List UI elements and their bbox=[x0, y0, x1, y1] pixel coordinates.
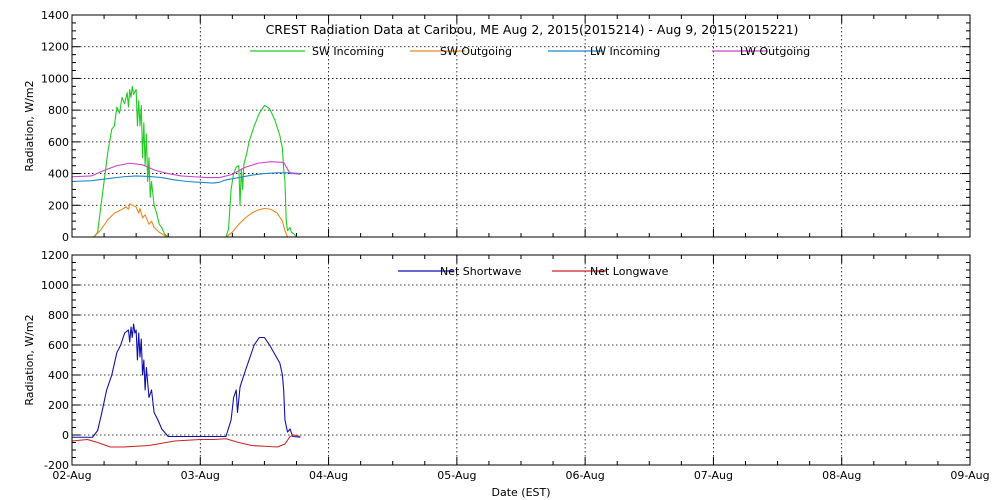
plot-frame bbox=[71, 254, 971, 466]
y-axis-label: Radiation, W/m2 bbox=[23, 80, 36, 171]
y-tick-label: 0 bbox=[62, 429, 69, 442]
y-tick-label: 600 bbox=[48, 136, 69, 149]
legend-label-net-shortwave: Net Shortwave bbox=[440, 265, 522, 278]
x-tick-label: 08-Aug bbox=[822, 469, 861, 482]
y-tick-label: 1200 bbox=[41, 41, 69, 54]
legend-label-lw-incoming: LW Incoming bbox=[590, 45, 660, 58]
y-tick-label: 1000 bbox=[41, 72, 69, 85]
y-tick-label: 1000 bbox=[41, 279, 69, 292]
legend-label-sw-incoming: SW Incoming bbox=[312, 45, 384, 58]
x-axis-label: Date (EST) bbox=[491, 486, 550, 499]
series-line-net-longwave bbox=[71, 434, 301, 448]
series-line-sw-outgoing bbox=[72, 203, 297, 238]
y-tick-label: -200 bbox=[44, 459, 69, 472]
x-tick-label: 06-Aug bbox=[566, 469, 605, 482]
y-tick-label: 200 bbox=[48, 199, 69, 212]
y-tick-label: 400 bbox=[48, 168, 69, 181]
bottom-panel-net-radiation: -200 0 200 400 600 800 1000 1200 02-Aug 03-Aug 04-… bbox=[23, 249, 990, 499]
y-tick-label: 0 bbox=[62, 231, 69, 244]
y-tick-label: 200 bbox=[48, 399, 69, 412]
y-axis-label: Radiation, W/m2 bbox=[23, 314, 36, 405]
x-tick-label: 03-Aug bbox=[181, 469, 220, 482]
chart-title: CREST Radiation Data at Caribou, ME Aug … bbox=[266, 22, 799, 37]
y-tick-label: 400 bbox=[48, 369, 69, 382]
y-tick-label: 800 bbox=[48, 104, 69, 117]
plot-frame bbox=[71, 14, 971, 238]
x-tick-label: 09-Aug bbox=[950, 469, 989, 482]
x-tick-label: 05-Aug bbox=[437, 469, 476, 482]
y-tick-label: 1400 bbox=[41, 9, 69, 22]
x-tick-label: 04-Aug bbox=[309, 469, 348, 482]
legend-label-sw-outgoing: SW Outgoing bbox=[440, 45, 512, 58]
series-line-sw-incoming bbox=[72, 85, 297, 238]
top-panel-radiation: 0 200 400 600 800 1000 1200 1400 SW Incoming SW O… bbox=[23, 9, 971, 244]
series-line-lw-incoming bbox=[71, 172, 301, 184]
x-tick-label: 07-Aug bbox=[694, 469, 733, 482]
legend-label-net-longwave: Net Longwave bbox=[590, 265, 669, 278]
y-tick-label: 800 bbox=[48, 309, 69, 322]
x-tick-label: 02-Aug bbox=[52, 469, 91, 482]
y-tick-label: 1200 bbox=[41, 249, 69, 262]
y-tick-label: 600 bbox=[48, 339, 69, 352]
legend-label-lw-outgoing: LW Outgoing bbox=[740, 45, 810, 58]
series-line-lw-outgoing bbox=[71, 161, 301, 179]
series-line-net-shortwave bbox=[72, 323, 301, 438]
